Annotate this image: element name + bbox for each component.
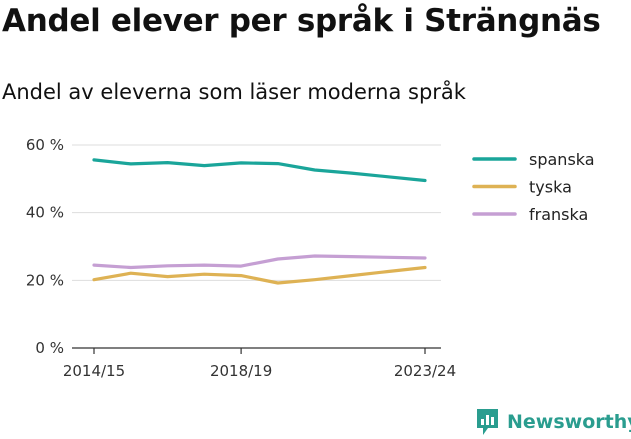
newsworthy-logo-icon bbox=[477, 409, 498, 435]
x-tick-label: 2018/19 bbox=[210, 362, 272, 380]
series-lines bbox=[92, 158, 427, 285]
y-tick-label: 0 % bbox=[35, 339, 64, 357]
y-tick-label: 40 % bbox=[26, 204, 64, 222]
x-tick-label: 2014/15 bbox=[63, 362, 125, 380]
series-line-spanska bbox=[92, 158, 427, 183]
series-line-franska bbox=[92, 254, 427, 270]
legend-label-spanska: spanska bbox=[529, 150, 595, 169]
legend-label-tyska: tyska bbox=[529, 178, 572, 197]
chart-title: Andel elever per språk i Strängnäs bbox=[2, 3, 601, 39]
gridlines bbox=[72, 144, 441, 349]
legend: spanska tyska franska bbox=[472, 150, 595, 224]
chart-subtitle: Andel av eleverna som läser moderna språ… bbox=[2, 80, 466, 104]
x-axis-ticks: 2014/15 2018/19 2023/24 bbox=[63, 348, 456, 380]
x-tick-label: 2023/24 bbox=[394, 362, 456, 380]
series-line-tyska bbox=[92, 265, 427, 285]
legend-label-franska: franska bbox=[529, 205, 588, 224]
y-tick-label: 60 % bbox=[26, 136, 64, 154]
y-tick-label: 20 % bbox=[26, 271, 64, 289]
newsworthy-brand[interactable]: Newsworthy bbox=[475, 407, 631, 437]
y-axis-ticks: 0 % 20 % 40 % 60 % bbox=[26, 136, 64, 357]
brand-name: Newsworthy bbox=[507, 411, 631, 433]
